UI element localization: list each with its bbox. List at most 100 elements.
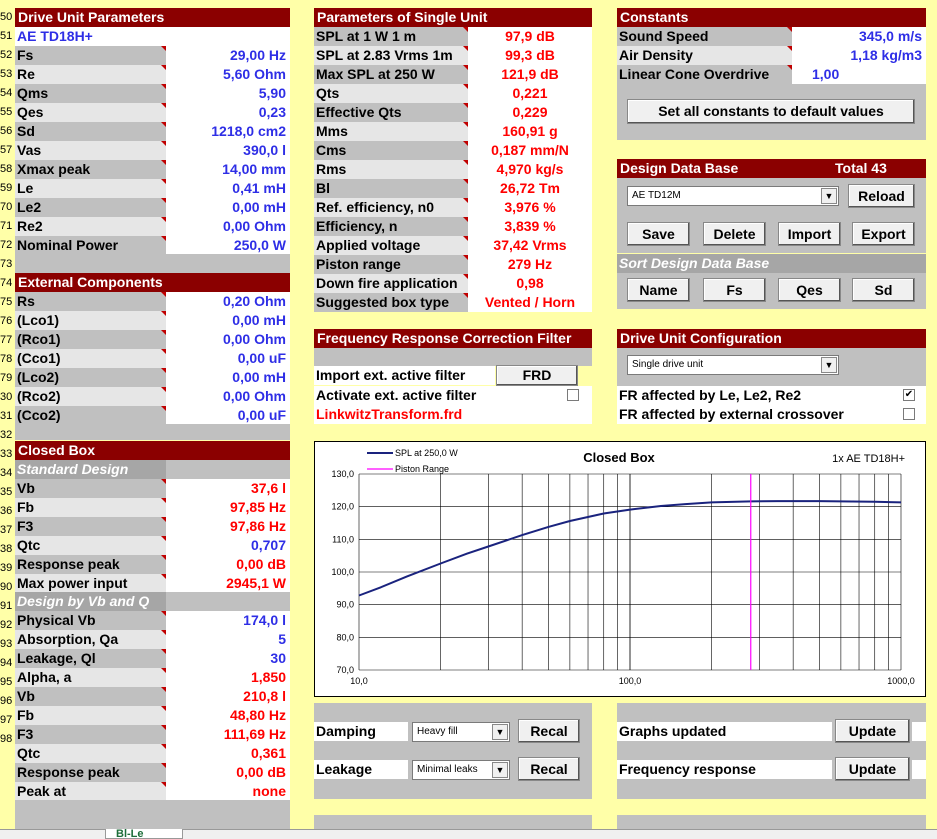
fr-le-checkbox[interactable]: ✔ (903, 389, 915, 401)
damping-select[interactable]: Heavy fill ▼ (412, 722, 510, 742)
param-value[interactable]: 0,00 dB (166, 763, 290, 782)
param-label: Vb (15, 479, 166, 498)
row-number: 76 (0, 315, 13, 327)
param-value[interactable]: 0,361 (166, 744, 290, 763)
param-label: Re2 (15, 217, 166, 236)
param-label: Fs (15, 46, 166, 65)
param-value[interactable]: 4,970 kg/s (468, 160, 592, 179)
freq-update-button[interactable]: Update (835, 757, 910, 781)
leakage-select[interactable]: Minimal leaks ▼ (412, 760, 510, 780)
chevron-down-icon[interactable]: ▼ (821, 188, 837, 204)
param-value[interactable]: 97,9 dB (468, 27, 592, 46)
delete-button[interactable]: Delete (703, 222, 766, 246)
legend-label-spl: SPL at 250,0 W (395, 448, 458, 458)
graphs-update-button[interactable]: Update (835, 719, 910, 743)
param-value[interactable]: 279 Hz (468, 255, 592, 274)
param-value[interactable]: 210,8 l (166, 687, 290, 706)
param-label: (Rco2) (15, 387, 166, 406)
param-label: Applied voltage (314, 236, 468, 255)
set-defaults-button[interactable]: Set all constants to default values (627, 99, 915, 124)
damping-recal-button[interactable]: Recal (518, 719, 580, 743)
param-value[interactable]: 345,0 m/s (792, 27, 926, 46)
activate-filter-checkbox[interactable] (567, 389, 579, 401)
closed-box-header: Closed Box (15, 441, 290, 460)
sort-name-button[interactable]: Name (627, 278, 690, 302)
param-value[interactable]: 0,98 (468, 274, 592, 293)
param-value[interactable]: 0,00 Ohm (166, 387, 290, 406)
param-value[interactable]: 5,60 Ohm (166, 65, 290, 84)
leakage-recal-button[interactable]: Recal (518, 757, 580, 781)
param-value[interactable]: 0,221 (468, 84, 592, 103)
legend-label-piston: Piston Range (395, 464, 449, 474)
row-number: 33 (0, 448, 13, 460)
row-number: 90 (0, 581, 13, 593)
param-value[interactable]: 160,91 g (468, 122, 592, 141)
frcf-header: Frequency Response Correction Filter (314, 329, 592, 348)
param-value[interactable]: 0,41 mH (166, 179, 290, 198)
param-value[interactable]: 0,187 mm/N (468, 141, 592, 160)
save-button[interactable]: Save (627, 222, 690, 246)
param-value[interactable]: 2945,1 W (166, 574, 290, 593)
param-value[interactable]: 121,9 dB (468, 65, 592, 84)
config-select[interactable]: Single drive unit ▼ (627, 355, 839, 375)
chevron-down-icon[interactable]: ▼ (821, 357, 837, 373)
param-value[interactable]: 0,00 Ohm (166, 217, 290, 236)
param-value[interactable]: 37,42 Vrms (468, 236, 592, 255)
chevron-down-icon[interactable]: ▼ (492, 724, 508, 740)
param-value[interactable]: 0,00 dB (166, 555, 290, 574)
param-value[interactable]: 5 (166, 630, 290, 649)
sort-qes-button[interactable]: Qes (778, 278, 841, 302)
param-value[interactable]: 3,839 % (468, 217, 592, 236)
reload-button[interactable]: Reload (848, 184, 915, 208)
param-value[interactable]: 97,86 Hz (166, 517, 290, 536)
frd-button[interactable]: FRD (496, 365, 578, 386)
param-value[interactable]: 0,00 mH (166, 311, 290, 330)
config-header: Drive Unit Configuration (617, 329, 926, 348)
param-label: Qtc (15, 536, 166, 555)
param-value[interactable]: 390,0 l (166, 141, 290, 160)
chevron-down-icon[interactable]: ▼ (492, 762, 508, 778)
param-value[interactable]: 0,00 mH (166, 368, 290, 387)
param-value[interactable]: 111,69 Hz (166, 725, 290, 744)
design-db-title: Design Data Base (620, 160, 739, 176)
param-value[interactable]: 0,707 (166, 536, 290, 555)
sheet-tab-blle[interactable]: Bl-Le (105, 829, 183, 839)
param-value[interactable]: 5,90 (166, 84, 290, 103)
sort-sd-button[interactable]: Sd (852, 278, 915, 302)
param-value[interactable]: none (166, 782, 290, 801)
param-value[interactable]: 0,229 (468, 103, 592, 122)
param-value[interactable]: 1,850 (166, 668, 290, 687)
param-value[interactable]: 1218,0 cm2 (166, 122, 290, 141)
param-label: Qtc (15, 744, 166, 763)
param-value[interactable]: 0,00 uF (166, 349, 290, 368)
param-value[interactable]: 0,00 mH (166, 198, 290, 217)
param-value[interactable]: 37,6 l (166, 479, 290, 498)
param-value[interactable]: 1,00 (792, 65, 926, 84)
design-select[interactable]: AE TD12M ▼ (627, 186, 839, 206)
param-label: SPL at 2.83 Vrms 1m (314, 46, 468, 65)
param-value[interactable]: 30 (166, 649, 290, 668)
param-value[interactable]: 250,0 W (166, 236, 290, 255)
param-value[interactable]: 1,18 kg/m3 (792, 46, 926, 65)
export-button[interactable]: Export (852, 222, 915, 246)
param-value[interactable]: 48,80 Hz (166, 706, 290, 725)
param-value[interactable]: 0,00 Ohm (166, 330, 290, 349)
param-value[interactable]: 14,00 mm (166, 160, 290, 179)
fr-xo-checkbox[interactable] (903, 408, 915, 420)
row-number: 96 (0, 695, 13, 707)
param-value[interactable]: 99,3 dB (468, 46, 592, 65)
param-value[interactable]: 26,72 Tm (468, 179, 592, 198)
param-value[interactable]: Vented / Horn (468, 293, 592, 312)
fr-xo-label: FR affected by external crossover (617, 405, 926, 424)
drive-unit-name[interactable]: AE TD18H+ (15, 27, 166, 46)
param-value[interactable]: 0,23 (166, 103, 290, 122)
param-value[interactable]: 0,00 uF (166, 406, 290, 425)
param-value[interactable]: 0,20 Ohm (166, 292, 290, 311)
param-value[interactable]: 97,85 Hz (166, 498, 290, 517)
sort-fs-button[interactable]: Fs (703, 278, 766, 302)
param-value[interactable]: 29,00 Hz (166, 46, 290, 65)
param-value[interactable]: 174,0 l (166, 611, 290, 630)
filter-filename[interactable]: LinkwitzTransform.frd (314, 405, 592, 424)
import-button[interactable]: Import (778, 222, 841, 246)
param-value[interactable]: 3,976 % (468, 198, 592, 217)
